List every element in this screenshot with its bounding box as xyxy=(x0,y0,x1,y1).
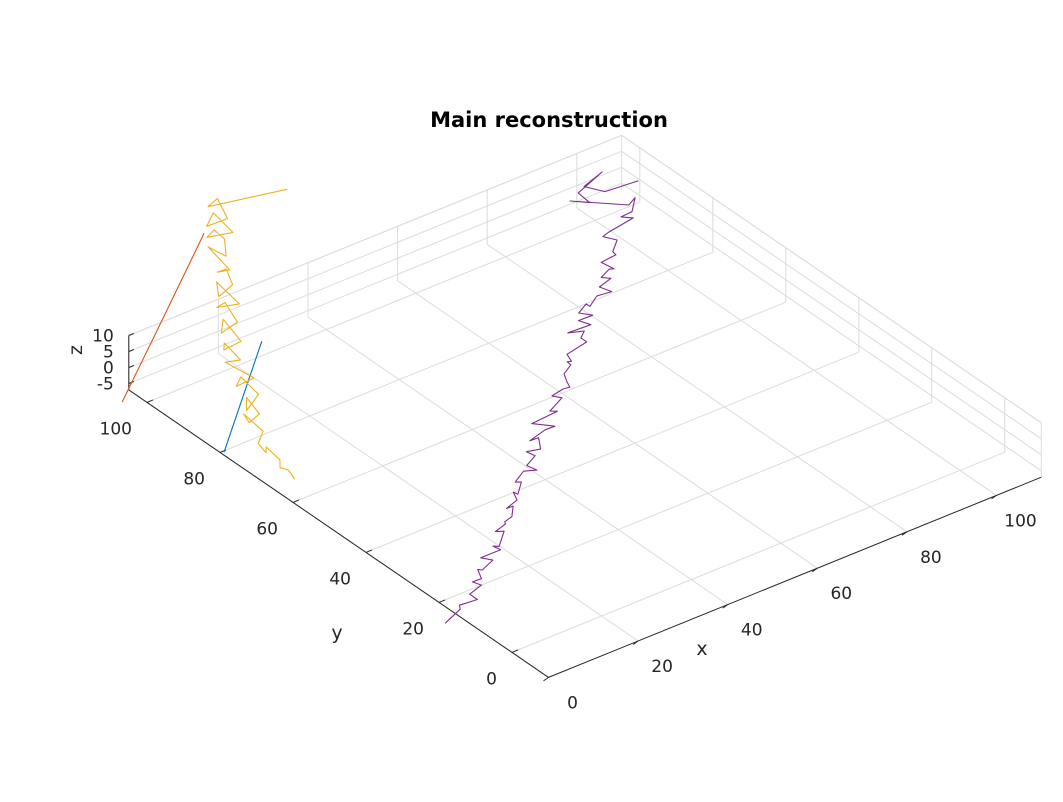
x-tick-mark xyxy=(632,640,639,645)
y-tick-mark xyxy=(438,599,446,603)
grid-line-x xyxy=(218,353,639,642)
grid-line-y xyxy=(292,301,786,503)
y-tick-mark xyxy=(365,549,373,553)
grid-line-y xyxy=(511,451,1005,653)
plot-series xyxy=(121,171,639,624)
grid-line-y xyxy=(365,351,859,553)
x-tick-label: 20 xyxy=(651,657,673,677)
x-tick-label: 80 xyxy=(920,548,942,568)
z-tick-label: 10 xyxy=(92,327,114,347)
x-axis-label: x xyxy=(696,638,707,660)
grid-line-z-wall xyxy=(128,150,622,352)
line-series-3 xyxy=(206,188,296,480)
y-tick-mark xyxy=(511,649,519,653)
z-tick-mark xyxy=(128,333,134,336)
grid-line-x xyxy=(486,243,908,533)
x-tick-label: 40 xyxy=(741,621,763,641)
z-tick-mark xyxy=(128,365,134,368)
x-axis-line xyxy=(548,476,1042,678)
line-series-1 xyxy=(223,341,263,453)
line-series-2 xyxy=(121,233,205,403)
grid-line-z-wall xyxy=(128,182,622,384)
y-tick-mark xyxy=(146,399,154,403)
y-axis-label: y xyxy=(331,622,342,644)
axes xyxy=(128,333,1042,682)
chart-title: Main reconstruction xyxy=(430,108,668,132)
y-tick-label: 80 xyxy=(183,469,205,489)
x-tick-mark xyxy=(812,567,818,573)
y-axis-line xyxy=(128,389,549,678)
grid-line-z-wall xyxy=(621,182,1042,472)
grid-line-z-wall xyxy=(621,166,1042,456)
y-tick-label: 60 xyxy=(256,519,278,539)
y-tick-label: 40 xyxy=(329,569,351,589)
x-tick-mark xyxy=(901,531,908,536)
y-tick-label: 0 xyxy=(486,669,497,689)
x-tick-mark xyxy=(722,604,728,609)
box-edge xyxy=(128,134,622,336)
grid xyxy=(128,134,1042,678)
y-tick-label: 100 xyxy=(100,419,132,439)
y-tick-label: 20 xyxy=(402,619,424,639)
grid-line-x xyxy=(397,280,818,569)
grid-line-z-wall xyxy=(621,150,1042,440)
z-tick-label: 5 xyxy=(103,343,114,363)
grid-line-x xyxy=(576,207,997,496)
z-tick-label: -5 xyxy=(97,375,114,395)
x-tick-mark xyxy=(543,676,549,682)
grid-line-y xyxy=(438,401,932,603)
grid-line-y xyxy=(219,251,713,453)
x-tick-label: 0 xyxy=(567,693,578,713)
grid-line-y xyxy=(146,201,640,403)
box-edge xyxy=(621,134,1042,424)
z-axis-label: z xyxy=(65,345,87,355)
z-tick-mark xyxy=(128,349,134,352)
line-series-4 xyxy=(444,171,639,624)
x-tick-label: 100 xyxy=(1004,511,1036,531)
grid-line-x xyxy=(307,316,728,606)
x-tick-mark xyxy=(991,494,997,500)
y-tick-mark xyxy=(292,499,300,503)
grid-line-z-wall xyxy=(128,166,622,368)
z-tick-label: 0 xyxy=(103,359,114,379)
x-tick-label: 60 xyxy=(830,584,852,604)
